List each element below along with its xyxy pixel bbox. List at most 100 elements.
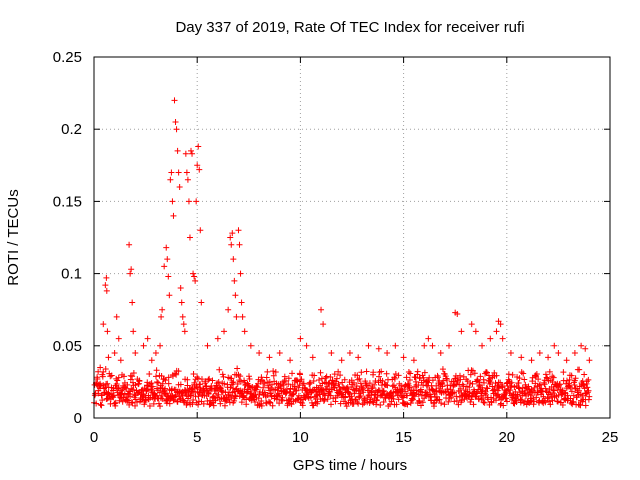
data-point [115, 335, 122, 342]
data-point [190, 396, 197, 403]
data-point [358, 369, 365, 376]
data-point [148, 357, 155, 364]
data-point [165, 374, 172, 381]
data-point [525, 383, 532, 390]
data-point [353, 383, 360, 390]
data-point [436, 396, 443, 403]
data-point [370, 369, 377, 376]
data-point [316, 377, 323, 384]
data-point [563, 377, 570, 384]
data-point [493, 328, 500, 335]
data-point [265, 398, 272, 405]
x-tick-label: 15 [395, 429, 412, 446]
data-point [310, 378, 317, 385]
data-point [482, 388, 489, 395]
data-point [132, 396, 139, 403]
data-point [237, 373, 244, 380]
data-point [443, 375, 450, 382]
data-point [547, 401, 554, 408]
data-point [281, 373, 288, 380]
data-point [157, 403, 164, 410]
data-point [255, 395, 262, 402]
data-point [540, 379, 547, 386]
data-point [102, 366, 109, 373]
data-point [359, 401, 366, 408]
data-point [248, 397, 255, 404]
data-point [159, 380, 166, 387]
data-point [272, 368, 279, 375]
data-point [559, 402, 566, 409]
data-point [528, 392, 535, 399]
data-point [324, 396, 331, 403]
data-point [195, 393, 202, 400]
data-point [177, 285, 184, 292]
data-point [163, 244, 170, 251]
data-point [107, 373, 114, 380]
data-point [566, 383, 573, 390]
data-point [128, 266, 135, 273]
data-point [97, 364, 104, 371]
data-point [585, 387, 592, 394]
data-point [204, 342, 211, 349]
data-point [119, 398, 126, 405]
data-point [371, 381, 378, 388]
data-point [509, 371, 516, 378]
data-point [194, 162, 201, 169]
data-point [114, 385, 121, 392]
data-point [395, 372, 402, 379]
data-point [389, 393, 396, 400]
data-point [320, 321, 327, 328]
data-point [332, 382, 339, 389]
data-point [237, 378, 244, 385]
data-point [337, 400, 344, 407]
data-point [297, 335, 304, 342]
data-point [554, 398, 561, 405]
data-point [215, 378, 222, 385]
data-point [241, 328, 248, 335]
data-point [157, 342, 164, 349]
data-point [279, 394, 286, 401]
data-point [105, 354, 112, 361]
data-point [258, 402, 265, 409]
data-point [565, 380, 572, 387]
data-point [366, 380, 373, 387]
data-point [327, 392, 334, 399]
data-point [372, 378, 379, 385]
data-point [166, 400, 173, 407]
data-point [135, 381, 142, 388]
y-tick-label: 0.1 [61, 266, 82, 283]
data-point [172, 118, 179, 125]
data-point [556, 381, 563, 388]
data-point [136, 377, 143, 384]
data-point [103, 287, 110, 294]
data-point [453, 397, 460, 404]
data-point [546, 398, 553, 405]
data-point [475, 396, 482, 403]
data-point [247, 342, 254, 349]
data-point [581, 371, 588, 378]
data-point [294, 377, 301, 384]
data-point [572, 375, 579, 382]
data-point [369, 398, 376, 405]
data-point [551, 387, 558, 394]
data-point [352, 396, 359, 403]
data-point [235, 227, 242, 234]
data-point [373, 397, 380, 404]
data-point [221, 328, 228, 335]
data-point [363, 368, 370, 375]
data-point [411, 393, 418, 400]
axes: 0 5 10 15 20 25 0 0.05 0.1 0.15 0.2 0.25 [53, 49, 619, 446]
data-point [434, 372, 441, 379]
data-point [159, 395, 166, 402]
data-point [328, 350, 335, 357]
data-point [518, 369, 525, 376]
data-point [205, 376, 212, 383]
data-point [583, 378, 590, 385]
data-point [323, 373, 330, 380]
data-point [392, 371, 399, 378]
data-point [407, 400, 414, 407]
data-point [333, 375, 340, 382]
data-point [480, 379, 487, 386]
data-point [198, 376, 205, 383]
data-point [474, 389, 481, 396]
